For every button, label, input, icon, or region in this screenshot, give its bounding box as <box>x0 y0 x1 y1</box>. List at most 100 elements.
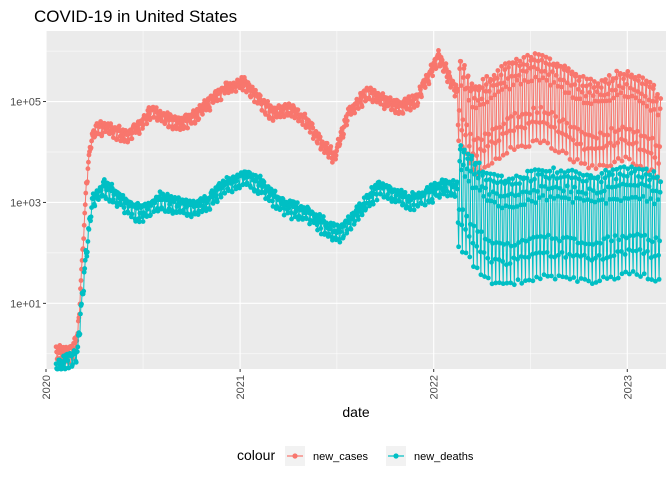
point-new_deaths <box>461 162 466 168</box>
point-new_cases <box>582 161 588 167</box>
point-new_cases <box>596 145 602 151</box>
point-new_cases <box>445 79 450 85</box>
point-new_deaths <box>557 185 563 191</box>
point-new_cases <box>621 76 626 82</box>
point-new_deaths <box>486 238 492 244</box>
point-new_cases <box>648 150 654 156</box>
point-new_deaths <box>337 239 343 245</box>
point-new_deaths <box>564 183 570 189</box>
point-new_cases <box>598 85 604 91</box>
point-new_deaths <box>576 176 582 182</box>
point-new_cases <box>484 99 490 105</box>
point-new_cases <box>511 128 517 134</box>
point-new_deaths <box>631 182 637 188</box>
point-new_deaths <box>133 218 139 224</box>
point-new_deaths <box>505 193 511 198</box>
point-new_cases <box>566 90 572 96</box>
point-new_cases <box>502 61 508 67</box>
point-new_deaths <box>511 255 517 261</box>
point-new_deaths <box>573 169 579 175</box>
point-new_deaths <box>359 212 365 218</box>
point-new_deaths <box>402 189 408 195</box>
point-new_deaths <box>551 196 557 201</box>
point-new_deaths <box>474 265 480 271</box>
point-new_deaths <box>507 204 512 210</box>
point-new_deaths <box>612 276 617 282</box>
point-new_cases <box>443 61 449 67</box>
point-new_cases <box>580 74 586 79</box>
x-tick-label: 2022 <box>429 375 441 399</box>
point-new_cases <box>619 158 625 164</box>
point-new_deaths <box>558 175 563 181</box>
point-new_cases <box>573 96 579 102</box>
point-new_deaths <box>492 199 498 205</box>
point-new_cases <box>474 153 480 159</box>
point-new_deaths <box>400 201 406 206</box>
point-new_cases <box>82 210 88 216</box>
point-new_deaths <box>563 274 569 280</box>
point-new_deaths <box>465 156 471 162</box>
point-new_deaths <box>545 232 551 238</box>
point-new_deaths <box>466 233 472 239</box>
point-new_cases <box>591 85 597 91</box>
point-new_cases <box>589 145 595 151</box>
point-new_deaths <box>646 237 651 243</box>
point-new_deaths <box>602 188 607 194</box>
point-new_deaths <box>491 178 497 184</box>
point-new_deaths <box>633 248 639 254</box>
point-new_deaths <box>467 221 473 227</box>
point-new_cases <box>89 138 95 144</box>
point-new_deaths <box>464 166 470 172</box>
point-new_deaths <box>498 179 504 185</box>
point-new_cases <box>309 121 315 127</box>
point-new_deaths <box>532 167 538 173</box>
point-new_deaths <box>650 175 656 180</box>
point-new_cases <box>629 72 634 78</box>
point-new_cases <box>363 98 369 103</box>
point-new_deaths <box>640 193 646 199</box>
point-new_cases <box>475 135 481 141</box>
point-new_cases <box>357 97 363 103</box>
point-new_deaths <box>601 274 606 280</box>
point-new_deaths <box>645 248 650 254</box>
point-new_deaths <box>587 186 593 192</box>
point-new_cases <box>624 81 630 87</box>
point-new_cases <box>631 87 637 93</box>
point-new_cases <box>509 73 515 79</box>
point-new_cases <box>129 136 135 142</box>
point-new_cases <box>616 83 622 89</box>
point-new_cases <box>498 81 503 86</box>
point-new_deaths <box>244 180 250 186</box>
x-tick-label: 2021 <box>235 375 247 399</box>
point-new_deaths <box>519 280 525 286</box>
point-new_deaths <box>121 205 127 210</box>
point-new_deaths <box>639 181 644 187</box>
point-new_cases <box>462 62 467 68</box>
point-new_cases <box>594 135 599 141</box>
point-new_deaths <box>534 234 540 240</box>
point-new_deaths <box>455 186 460 192</box>
point-new_cases <box>468 88 474 94</box>
point-new_deaths <box>82 257 88 263</box>
point-new_deaths <box>269 187 274 192</box>
point-new_deaths <box>385 192 390 198</box>
point-new_cases <box>521 55 527 60</box>
point-new_cases <box>552 148 558 154</box>
point-new_cases <box>632 75 638 80</box>
point-new_cases <box>546 72 552 78</box>
point-new_deaths <box>629 164 634 170</box>
point-new_deaths <box>526 277 532 283</box>
point-new_cases <box>499 63 504 69</box>
point-new_deaths <box>485 275 491 281</box>
point-new_deaths <box>307 221 312 227</box>
point-new_cases <box>531 64 537 70</box>
series-new_deaths <box>53 143 664 372</box>
point-new_deaths <box>637 196 642 202</box>
point-new_deaths <box>261 179 267 185</box>
point-new_deaths <box>456 244 462 250</box>
point-new_deaths <box>518 202 524 208</box>
point-new_deaths <box>536 167 542 173</box>
point-new_cases <box>611 143 617 149</box>
point-new_deaths <box>622 252 628 257</box>
point-new_deaths <box>294 200 300 206</box>
